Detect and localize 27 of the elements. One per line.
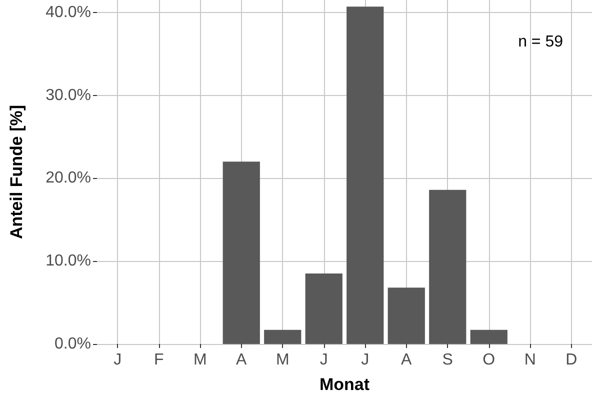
bar [222,162,260,344]
x-tick-label: J [361,352,370,368]
y-tick-label: 0.0% [54,336,91,352]
annotation: n = 59 [518,34,564,50]
y-tick-label: 30.0% [46,86,91,104]
x-tick-label: F [154,352,164,368]
x-tick-label: M [193,352,207,368]
y-axis-title: Anteil Funde [%] [7,104,26,240]
x-tick-label: M [276,352,290,368]
x-tick-label: J [114,352,122,368]
x-axis-title: Monat [319,375,370,394]
bar [388,288,425,344]
y-tick-label: 20.0% [46,170,91,187]
x-tick-label: J [320,352,328,368]
x-tick-label: N [524,352,536,368]
x-tick-label: A [236,352,248,368]
bar [429,190,466,344]
bar [264,330,302,344]
bar [470,330,508,344]
y-tick-label: 40.0% [46,4,91,21]
x-tick-label: A [401,352,412,368]
bar [305,274,342,344]
x-tick-label: O [482,352,496,368]
x-tick-label: S [442,352,453,368]
x-tick-label: D [566,352,578,368]
bar [346,6,384,344]
y-tick-label: 10.0% [46,252,91,270]
